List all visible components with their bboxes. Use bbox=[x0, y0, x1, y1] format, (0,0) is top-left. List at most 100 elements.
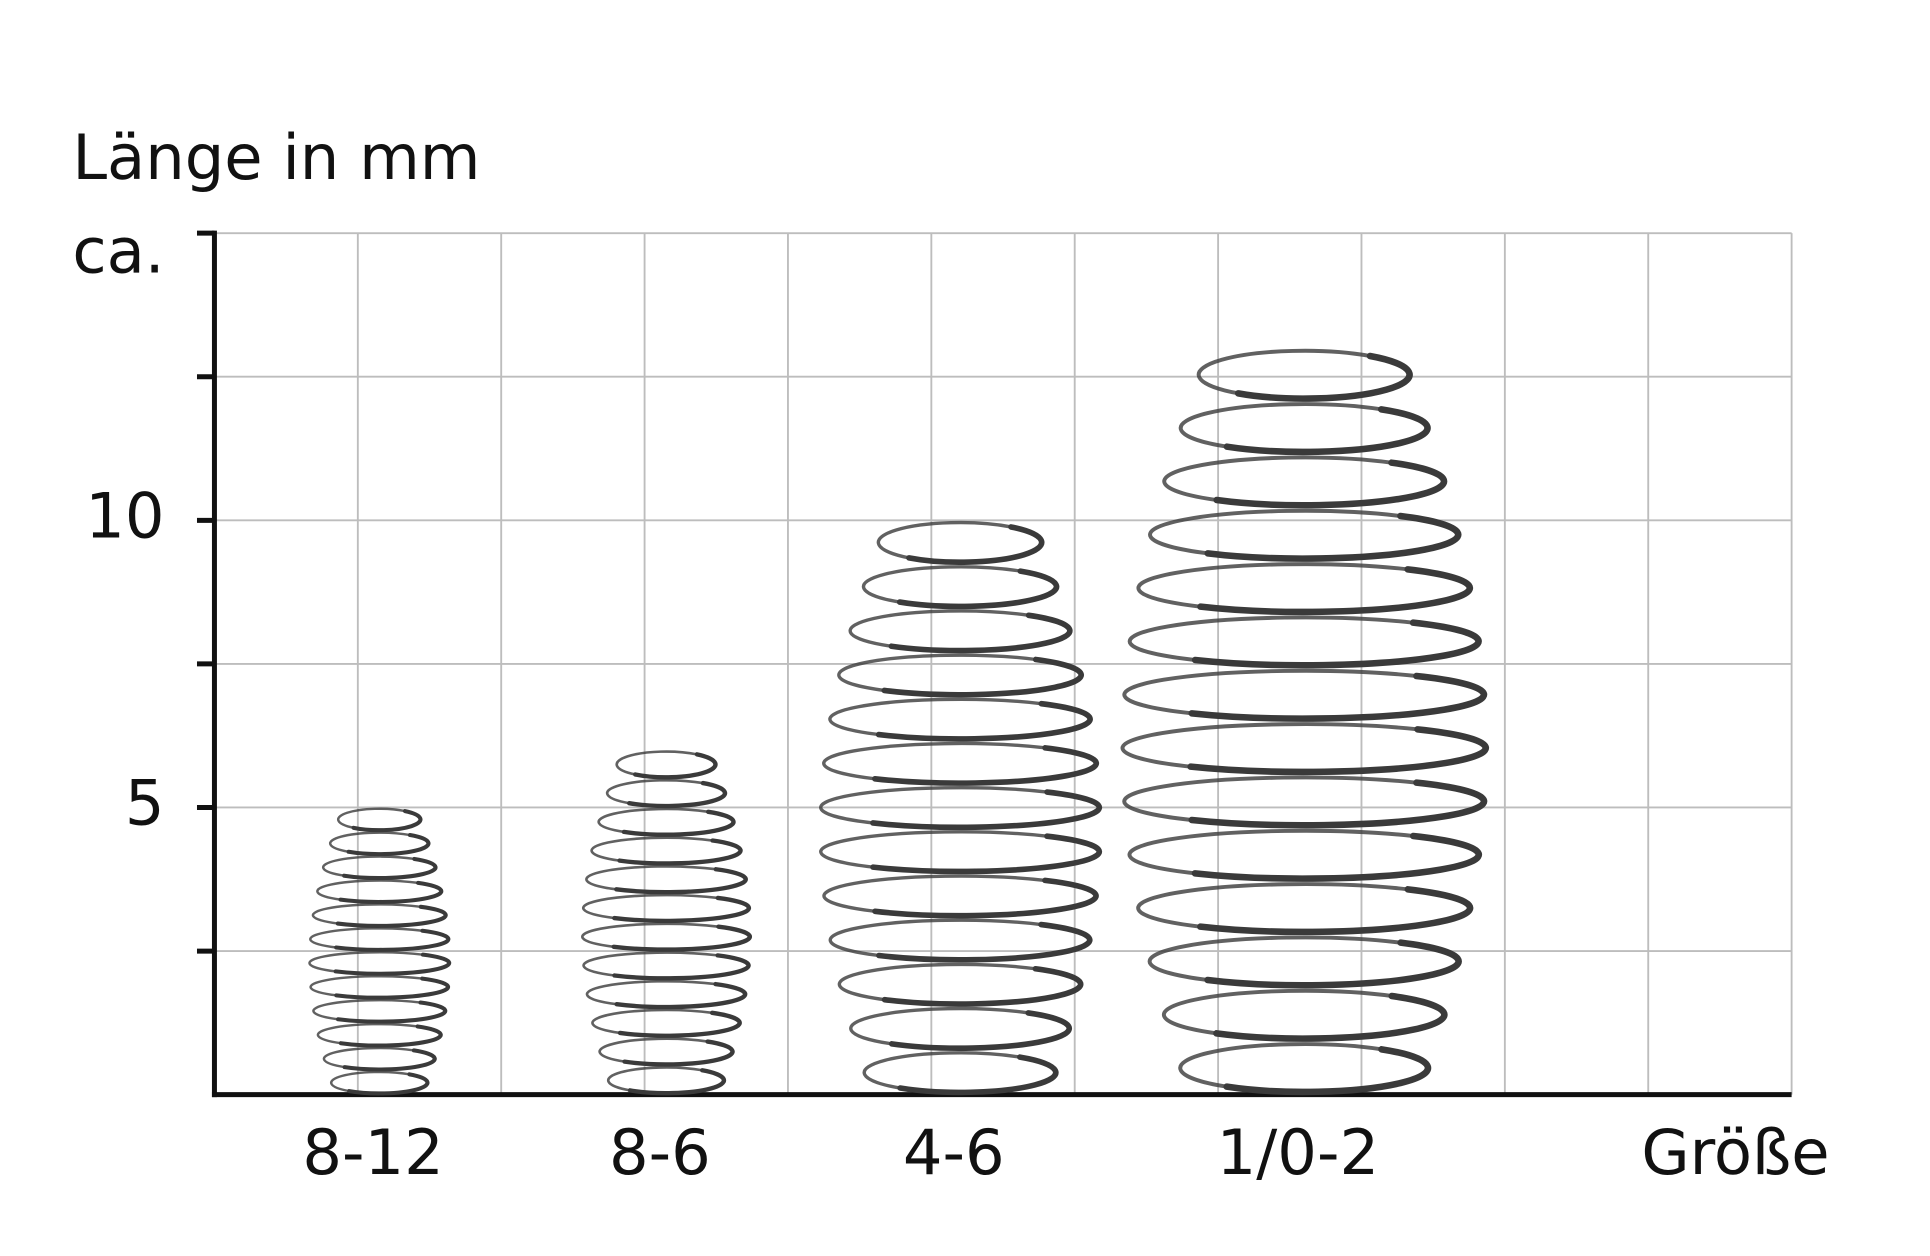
coil-front bbox=[346, 832, 431, 857]
coil-back bbox=[311, 903, 421, 925]
coil-back bbox=[591, 1008, 713, 1035]
coil-front bbox=[1191, 619, 1482, 669]
coil-front bbox=[338, 1024, 443, 1048]
coil-back bbox=[581, 922, 719, 949]
coil-back bbox=[1127, 615, 1414, 662]
coil-back bbox=[1122, 775, 1417, 822]
coil-back bbox=[312, 998, 421, 1021]
coil-back bbox=[598, 1037, 708, 1063]
coil-front bbox=[881, 656, 1084, 698]
coil-back bbox=[582, 951, 718, 977]
coil-front bbox=[342, 1048, 437, 1072]
coil-back bbox=[1120, 722, 1418, 769]
coil-back bbox=[1127, 828, 1414, 876]
coil-back bbox=[1196, 348, 1371, 396]
coil-front bbox=[334, 976, 451, 1000]
coil-back bbox=[615, 750, 698, 776]
coil-back bbox=[822, 741, 1046, 781]
coil-back bbox=[316, 879, 419, 901]
coil-back bbox=[819, 830, 1048, 869]
spring bbox=[581, 750, 753, 1096]
coil-front bbox=[338, 880, 444, 904]
coil-front bbox=[335, 904, 448, 928]
coil-front bbox=[872, 745, 1100, 786]
coil-front bbox=[888, 1010, 1073, 1051]
coil-front bbox=[888, 612, 1073, 654]
coil-front bbox=[876, 921, 1093, 963]
coil-back bbox=[309, 975, 423, 997]
coil-back bbox=[1136, 562, 1408, 609]
coil-back bbox=[585, 865, 717, 891]
coil-front bbox=[627, 780, 728, 809]
coil-front bbox=[1223, 406, 1431, 456]
coil-front bbox=[881, 965, 1084, 1007]
coil-back bbox=[1178, 1042, 1382, 1089]
coil-front bbox=[1213, 992, 1448, 1042]
coil-front bbox=[1204, 939, 1462, 989]
coil-back bbox=[606, 1066, 703, 1092]
coil-front bbox=[633, 752, 718, 780]
coil-front bbox=[621, 809, 736, 837]
spring bbox=[308, 807, 452, 1096]
spring bbox=[819, 520, 1103, 1096]
y-axis-label: ca. bbox=[72, 215, 164, 288]
coil-front bbox=[347, 1072, 430, 1096]
coil-back bbox=[308, 951, 424, 973]
coil-back bbox=[1147, 935, 1401, 982]
coil-front bbox=[1204, 512, 1462, 562]
coil-back bbox=[861, 565, 1021, 604]
coil-front bbox=[1188, 779, 1488, 829]
coil-back bbox=[1148, 508, 1401, 556]
coil-back bbox=[1161, 988, 1393, 1036]
coil-front bbox=[612, 895, 752, 924]
coil-back bbox=[321, 855, 415, 877]
coil-back bbox=[316, 1022, 418, 1045]
coil-back bbox=[862, 1051, 1021, 1090]
coil-front bbox=[1191, 832, 1483, 882]
coil-front bbox=[870, 789, 1103, 831]
coil-back bbox=[597, 807, 709, 834]
coil-back bbox=[336, 807, 406, 830]
y-tick-label: 10 bbox=[85, 479, 164, 552]
coil-back bbox=[822, 874, 1046, 913]
coil-front bbox=[897, 1054, 1059, 1096]
y-tick-label: 5 bbox=[125, 767, 165, 840]
coil-front bbox=[1197, 886, 1474, 936]
coil-front bbox=[627, 1068, 727, 1096]
coil-front bbox=[906, 524, 1045, 566]
coil-front bbox=[872, 877, 1099, 919]
coil-back bbox=[1122, 668, 1417, 716]
coil-back bbox=[837, 653, 1036, 693]
coil-front bbox=[617, 838, 743, 866]
coil-back bbox=[819, 786, 1048, 825]
x-tick-label: 4-6 bbox=[903, 1116, 1005, 1189]
coil-back bbox=[329, 831, 411, 853]
coil-front bbox=[1197, 566, 1474, 616]
coil-front bbox=[1187, 726, 1489, 776]
coil-front bbox=[1213, 459, 1448, 509]
coil-back bbox=[329, 1070, 410, 1093]
coil-back bbox=[1178, 402, 1382, 449]
coil-front bbox=[614, 981, 748, 1010]
coil-front bbox=[614, 867, 748, 895]
coil-back bbox=[590, 836, 713, 862]
x-axis-label: Größe bbox=[1641, 1116, 1829, 1189]
coil-front bbox=[336, 1000, 448, 1024]
coil-front bbox=[896, 568, 1060, 610]
coil-back bbox=[322, 1046, 415, 1069]
coil-front bbox=[611, 924, 753, 952]
x-tick-label: 1/0-2 bbox=[1217, 1116, 1379, 1189]
coil-back bbox=[1136, 882, 1409, 929]
coil-front bbox=[1223, 1046, 1432, 1096]
coil-front bbox=[351, 809, 423, 833]
coil-front bbox=[342, 856, 438, 881]
x-tick-label: 8-6 bbox=[609, 1116, 711, 1189]
coil-back bbox=[1162, 455, 1392, 502]
x-tick-label: 8-12 bbox=[302, 1116, 443, 1189]
coil-front bbox=[1188, 672, 1488, 722]
coil-front bbox=[875, 700, 1093, 742]
coil-back bbox=[828, 918, 1042, 958]
coil-back bbox=[837, 962, 1036, 1002]
